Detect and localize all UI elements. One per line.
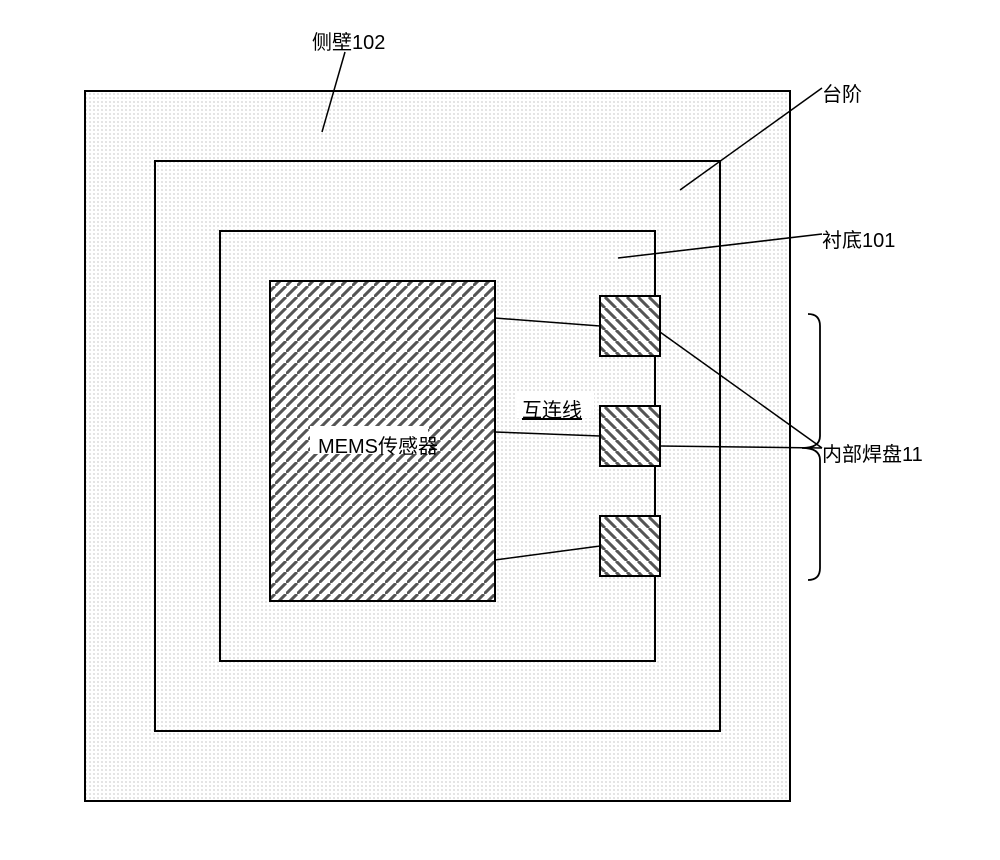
label-substrate: 衬底101 [822,224,895,253]
label-sidewall: 侧壁102 [312,26,385,55]
label-step: 台阶 [822,78,862,107]
label-pads: 内部焊盘11 [822,438,923,467]
label-interconnect: 互连线 [522,394,582,423]
diagram-canvas: 侧壁102 台阶 衬底101 互连线 MEMS传感器 内部焊盘11 [0,0,1000,860]
label-sensor: MEMS传感器 [318,430,438,459]
diagram-svg [0,0,1000,860]
